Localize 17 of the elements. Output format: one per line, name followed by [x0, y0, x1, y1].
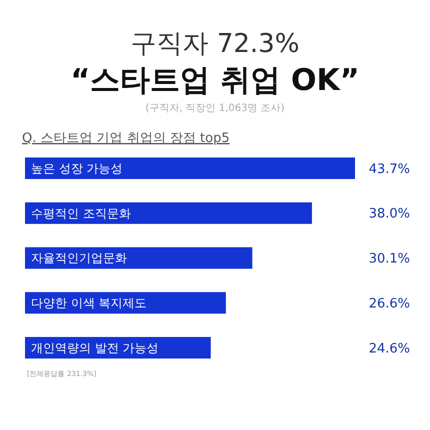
data-label: 38.0% [368, 206, 410, 222]
bar [25, 292, 226, 314]
data-label: 30.1% [368, 252, 410, 267]
data-label: 24.6% [368, 341, 410, 356]
y-tick-label: 개인역량의 발전 가능성 [31, 340, 159, 355]
chart-title: 구직자 72.3% “스타트업 취업 OK” [70, 29, 360, 98]
y-tick-label: 다양한 이색 복지제도 [31, 296, 147, 310]
text: Q. 스타트업 기업 취업의 장점 top5 [22, 131, 230, 146]
y-tick-label: 자율적인기업문화 [31, 251, 127, 266]
data-label: 26.6% [368, 296, 410, 312]
y-tick-label: 수평적인 조직문화 [31, 206, 131, 220]
bar [25, 202, 312, 224]
chart-subtitle: (구직자, 직장인 1,063명 조사) [145, 103, 285, 114]
data-label: 43.7% [368, 162, 410, 177]
bar [25, 247, 252, 269]
bar [25, 157, 355, 180]
y-tick-label: 높은 성장 가능성 [31, 161, 123, 176]
